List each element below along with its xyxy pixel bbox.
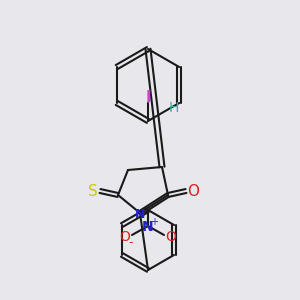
Text: O: O (120, 230, 130, 244)
Text: N: N (142, 220, 154, 234)
Text: +: + (150, 217, 158, 227)
Text: -: - (129, 236, 133, 250)
Text: S: S (88, 184, 98, 199)
Text: N: N (135, 208, 145, 220)
Text: O: O (187, 184, 199, 199)
Text: I: I (145, 89, 151, 104)
Text: O: O (166, 230, 176, 244)
Text: H: H (169, 101, 179, 115)
